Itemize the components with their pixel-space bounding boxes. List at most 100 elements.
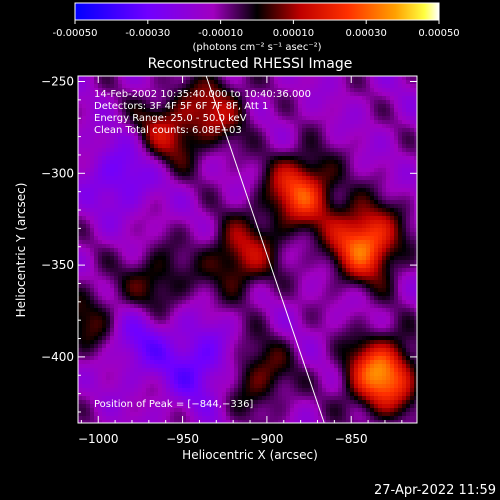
heatmap-cell (370, 212, 374, 216)
heatmap-cell (322, 172, 326, 176)
heatmap-cell (142, 128, 146, 132)
heatmap-cell (330, 164, 334, 168)
heatmap-cell (142, 224, 146, 228)
heatmap-cell (142, 108, 146, 112)
heatmap-cell (154, 168, 158, 172)
heatmap-cell (414, 172, 417, 176)
heatmap-cell (410, 148, 414, 152)
heatmap-cell (290, 204, 294, 208)
heatmap-cell (322, 196, 326, 200)
heatmap-cell (314, 156, 318, 160)
heatmap-cell (270, 220, 274, 224)
heatmap-cell (258, 116, 262, 120)
heatmap-cell (150, 176, 154, 180)
heatmap-cell (406, 180, 410, 184)
heatmap-cell (142, 176, 146, 180)
heatmap-cell (270, 228, 274, 232)
heatmap-cell (354, 212, 358, 216)
heatmap-cell (114, 304, 118, 308)
heatmap-cell (182, 276, 186, 280)
heatmap-cell (86, 192, 90, 196)
heatmap-cell (318, 248, 322, 252)
heatmap-cell (314, 268, 318, 272)
heatmap-cell (146, 116, 150, 120)
heatmap-cell (406, 292, 410, 296)
heatmap-cell (226, 160, 230, 164)
heatmap-cell (122, 128, 126, 132)
heatmap-cell (378, 268, 382, 272)
heatmap-cell (202, 224, 206, 228)
heatmap-cell (410, 96, 414, 100)
heatmap-cell (286, 104, 290, 108)
heatmap-cell (334, 188, 338, 192)
heatmap-cell (166, 88, 170, 92)
heatmap-cell (270, 164, 274, 168)
heatmap-cell (94, 288, 98, 292)
heatmap-cell (118, 236, 122, 240)
heatmap-cell (326, 188, 330, 192)
heatmap-cell (130, 128, 134, 132)
heatmap-cell (118, 268, 122, 272)
heatmap-cell (354, 156, 358, 160)
heatmap-cell (414, 120, 417, 124)
heatmap-cell (114, 132, 118, 136)
heatmap-cell (106, 300, 110, 304)
heatmap-cell (122, 284, 126, 288)
heatmap-cell (402, 136, 406, 140)
heatmap-cell (350, 284, 354, 288)
heatmap-cell (130, 112, 134, 116)
heatmap-cell (134, 304, 138, 308)
heatmap-cell (174, 172, 178, 176)
heatmap-cell (98, 252, 102, 256)
heatmap-cell (410, 228, 414, 232)
heatmap-cell (202, 124, 206, 128)
heatmap-cell (282, 84, 286, 88)
heatmap-cell (234, 156, 238, 160)
heatmap-cell (290, 108, 294, 112)
heatmap-cell (266, 192, 270, 196)
heatmap-cell (110, 244, 114, 248)
heatmap-cell (270, 132, 274, 136)
heatmap-cell (262, 228, 266, 232)
heatmap-cell (98, 260, 102, 264)
heatmap-cell (382, 100, 386, 104)
heatmap-cell (78, 176, 82, 180)
heatmap-cell (122, 176, 126, 180)
heatmap-cell (318, 124, 322, 128)
heatmap-cell (282, 116, 286, 120)
heatmap-cell (190, 104, 194, 108)
heatmap-cell (78, 304, 82, 308)
heatmap-cell (86, 200, 90, 204)
heatmap-cell (98, 220, 102, 224)
heatmap-cell (402, 100, 406, 104)
heatmap-cell (230, 96, 234, 100)
heatmap-cell (286, 136, 290, 140)
heatmap-cell (170, 252, 174, 256)
heatmap-cell (122, 276, 126, 280)
heatmap-cell (390, 84, 394, 88)
heatmap-cell (302, 216, 306, 220)
heatmap-cell (370, 160, 374, 164)
heatmap-cell (102, 296, 106, 300)
heatmap-cell (134, 176, 138, 180)
heatmap-cell (106, 216, 110, 220)
heatmap-cell (130, 196, 134, 200)
heatmap-cell (338, 112, 342, 116)
heatmap-cell (238, 96, 242, 100)
heatmap-cell (334, 148, 338, 152)
heatmap-cell (242, 240, 246, 244)
heatmap-cell (94, 84, 98, 88)
heatmap-cell (350, 176, 354, 180)
heatmap-cell (226, 284, 230, 288)
heatmap-cell (190, 152, 194, 156)
heatmap-cell (90, 208, 94, 212)
heatmap-cell (282, 280, 286, 284)
heatmap-cell (162, 124, 166, 128)
heatmap-cell (330, 200, 334, 204)
heatmap-cell (342, 248, 346, 252)
heatmap-cell (250, 228, 254, 232)
heatmap-cell (190, 228, 194, 232)
heatmap-cell (338, 100, 342, 104)
heatmap-cell (326, 160, 330, 164)
heatmap-cell (86, 160, 90, 164)
